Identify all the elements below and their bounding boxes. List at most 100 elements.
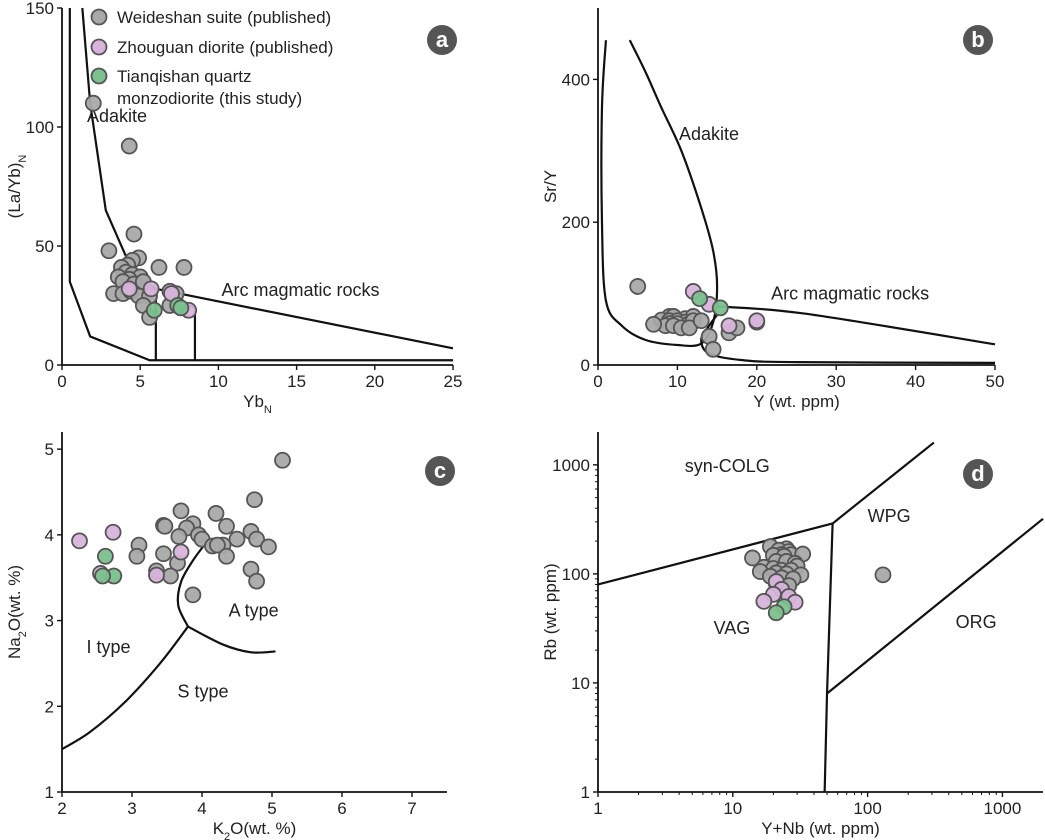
region-label: ORG: [956, 612, 997, 632]
data-point: [120, 280, 138, 298]
panel-b: 0 10 20 30 40 50 0 200 400 Y (wt. ppm) Sr/Y Adakite…: [541, 8, 1004, 411]
data-point: [208, 536, 226, 554]
data-point: [84, 94, 102, 112]
data-point: [71, 532, 88, 550]
y-tick-label: 1: [581, 783, 590, 802]
x-tick-label: 40: [906, 372, 925, 391]
legend-marker-tianqishan: [90, 67, 108, 85]
x-tick-label: 0: [593, 372, 602, 391]
boundary-line: [823, 523, 834, 793]
boundary-line: [81, 7, 454, 350]
y-tick-label: 0: [45, 356, 54, 375]
data-point: [874, 566, 892, 584]
data-point: [260, 538, 277, 556]
data-point: [175, 259, 193, 276]
data-point: [692, 312, 710, 330]
x-tick-label: 4: [197, 799, 206, 818]
boundary-line: [700, 314, 996, 364]
data-point: [155, 545, 172, 563]
y-axis-label: Na2O(wt. %): [5, 565, 29, 659]
legend-marker-zhouguan: [90, 38, 108, 56]
data-point: [94, 567, 111, 585]
data-point: [744, 549, 761, 567]
x-axis-label: Y+Nb (wt. ppm): [761, 819, 880, 838]
region-label: Arc magmatic rocks: [222, 280, 380, 300]
legend-label-weideshan: Weideshan suite (published): [117, 8, 331, 27]
x-tick-label: 15: [287, 372, 306, 391]
region-label: Adakite: [87, 106, 147, 126]
panel-badge: [425, 456, 455, 486]
x-tick-label: 6: [337, 799, 346, 818]
data-point: [97, 547, 114, 565]
y-tick-label: 5: [45, 440, 54, 459]
y-tick-label: 400: [562, 70, 590, 89]
y-tick-label: 1000: [552, 456, 590, 475]
data-point: [156, 517, 174, 535]
legend-label-zhouguan: Zhouguan diorite (published): [117, 38, 333, 57]
panel-badge-letter: c: [434, 458, 446, 483]
panel-badge-letter: b: [971, 27, 984, 52]
x-tick-label: 3: [127, 799, 136, 818]
x-tick-label: 5: [135, 372, 144, 391]
data-point: [142, 280, 160, 298]
data-point: [248, 530, 266, 548]
data-point: [629, 278, 647, 295]
data-point: [767, 604, 785, 622]
data-point: [150, 259, 168, 276]
region-label: A type: [229, 600, 279, 620]
data-point: [248, 572, 266, 590]
data-point: [218, 517, 235, 535]
x-axis-label: YbN: [243, 392, 272, 416]
x-tick-label: 10: [209, 372, 228, 391]
boundary-line: [68, 8, 453, 362]
panel-d: 1 10 100 1000 1 10 100 1000 Y+Nb (wt. ppm) Rb (wt…: [541, 432, 1044, 838]
data-point: [207, 505, 225, 522]
x-tick-label: 30: [827, 372, 846, 391]
panel-badge-letter: d: [971, 461, 984, 486]
data-point: [145, 301, 163, 319]
boundary-line: [717, 305, 996, 346]
y-tick-label: 100: [26, 118, 54, 137]
x-tick-label: 50: [986, 372, 1005, 391]
region-label: VAG: [714, 618, 751, 638]
region-label: Arc magmatic rocks: [771, 283, 929, 303]
data-point: [691, 290, 709, 307]
region-label: I type: [87, 637, 131, 657]
data-point: [645, 315, 662, 333]
x-tick-label: 25: [444, 372, 463, 391]
panel-badge: [427, 25, 457, 55]
legend: Weideshan suite (published) Zhouguan dio…: [90, 8, 333, 108]
region-label: WPG: [868, 506, 911, 526]
region-label: Adakite: [679, 124, 739, 144]
boundary-line: [176, 542, 207, 628]
panel-a: 0 5 10 15 20 25 0 50 100 150 YbN (La/Yb)N Adakite Arc…: [5, 0, 462, 416]
data-point: [162, 567, 179, 585]
data-point: [218, 547, 235, 565]
data-point: [246, 491, 263, 509]
y-tick-label: 2: [45, 697, 54, 716]
y-tick-label: 0: [581, 356, 590, 375]
x-tick-label: 7: [407, 799, 416, 818]
y-axis-label: (La/Yb)N: [5, 155, 29, 219]
x-tick-label: 2: [57, 799, 66, 818]
x-tick-label: 10: [723, 799, 742, 818]
y-tick-label: 150: [26, 0, 54, 18]
data-point: [228, 530, 246, 548]
panel-badge-letter: a: [436, 27, 449, 52]
boundary-line: [826, 517, 1044, 695]
y-axis-label: Sr/Y: [541, 170, 560, 203]
x-tick-label: 20: [747, 372, 766, 391]
x-tick-label: 100: [853, 799, 881, 818]
data-point: [104, 523, 122, 541]
data-point: [128, 547, 146, 565]
data-point: [100, 242, 118, 260]
y-tick-label: 50: [35, 237, 54, 256]
panel-badge: [963, 25, 993, 55]
y-tick-label: 200: [562, 213, 590, 232]
data-point: [720, 317, 738, 335]
boundary-line: [61, 625, 189, 751]
data-point: [755, 592, 773, 610]
y-tick-label: 100: [562, 565, 590, 584]
